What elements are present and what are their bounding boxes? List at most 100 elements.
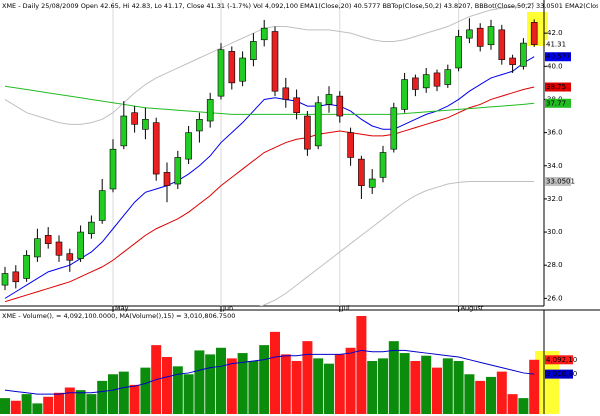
y-tick-label: 30.0: [547, 228, 563, 236]
volume-bar: [162, 357, 172, 414]
volume-bar: [356, 315, 367, 414]
candle-body: [379, 152, 387, 178]
candle-body: [530, 22, 538, 45]
x-tick-label: May: [115, 304, 129, 312]
candle-body: [239, 57, 246, 82]
candle-body: [282, 87, 290, 100]
indicator-line: [259, 181, 535, 306]
candle-body: [260, 27, 268, 41]
candle-body: [109, 148, 117, 190]
volume-bar: [475, 380, 486, 414]
volume-tag: [545, 355, 573, 365]
candle-body: [455, 36, 462, 69]
candle-body: [390, 107, 398, 150]
labels: XME - Daily 25/08/2009 Open 42.65, Hi 42…: [2, 2, 600, 379]
candle-body: [131, 112, 138, 125]
volume-tag: [545, 369, 573, 379]
indicator-line: [4, 86, 535, 303]
price-tag: [545, 40, 571, 50]
candle-body: [325, 94, 333, 105]
volume-bar: [10, 400, 21, 414]
candle-body: [347, 132, 354, 158]
candle-body: [152, 122, 160, 175]
candle-body: [12, 271, 20, 283]
candle-body: [185, 132, 192, 160]
volume-bar: [302, 341, 313, 414]
volume-bar: [54, 392, 64, 414]
indicator-line: [4, 2, 535, 125]
candle-body: [77, 231, 84, 259]
candle-body: [358, 158, 365, 186]
volume-bar: [75, 390, 86, 414]
price-panel: [1, 0, 538, 306]
volume-bar: [226, 358, 237, 414]
indicator-line: [4, 85, 535, 115]
candle-body: [498, 29, 506, 60]
volume-panel: [0, 315, 540, 414]
volume-bar: [237, 353, 248, 414]
volume-tag-label: 3,010,80: [546, 370, 577, 378]
candle-body: [98, 190, 106, 221]
candle-body: [412, 77, 419, 90]
candle-body: [34, 238, 41, 258]
price-tag: [545, 177, 571, 187]
indicator-line: [4, 56, 535, 299]
volume-bar: [291, 361, 302, 414]
candle-body: [476, 27, 484, 47]
volume-bar: [140, 367, 151, 414]
candle-body: [293, 97, 300, 114]
volume-bar: [345, 347, 356, 414]
candle-body: [368, 178, 376, 188]
volume-bar: [172, 366, 183, 414]
volume-bar: [216, 347, 226, 414]
y-tick-label: 28.0: [547, 261, 563, 269]
candle-body: [314, 102, 322, 147]
volume-bar: [205, 354, 216, 414]
volume-ma-line: [4, 349, 535, 395]
y-tick-label: 42.0: [547, 29, 563, 37]
candle-body: [509, 57, 516, 65]
candle-body: [217, 49, 225, 97]
candle-body: [120, 115, 128, 147]
volume-bar: [388, 341, 399, 414]
x-tick-label: Jul: [341, 304, 350, 312]
volume-bar: [32, 403, 43, 414]
volume-bar: [334, 354, 345, 414]
price-tag: [545, 98, 571, 108]
volume-bar: [399, 353, 410, 414]
volume-bar: [129, 384, 140, 414]
volume-bar: [324, 363, 334, 414]
price-tag-label: 33.0501: [546, 178, 575, 186]
candle-body: [66, 253, 74, 261]
y-tick-label: 36.0: [547, 129, 563, 137]
volume-bar: [432, 367, 442, 414]
price-tag: [545, 52, 571, 62]
candle-body: [422, 74, 430, 89]
volume-tag-label: 4,092,10: [546, 356, 577, 364]
volume-bar: [313, 358, 324, 414]
candle-body: [433, 72, 441, 87]
volume-bar: [518, 398, 529, 414]
candle-body: [174, 157, 182, 185]
price-tag-label: 37.77: [546, 99, 566, 107]
candle-body: [487, 26, 495, 46]
x-tick-label: August: [461, 304, 484, 312]
volume-bar: [464, 374, 475, 414]
volume-bar: [248, 361, 259, 414]
chart-title: XME - Daily 25/08/2009 Open 42.65, Hi 42…: [2, 2, 600, 10]
candle-body: [444, 69, 452, 85]
volume-bar: [183, 374, 194, 414]
candle-body: [228, 51, 236, 84]
candle-body: [55, 241, 63, 256]
volume-title: XME - Volume(), = 4,092,100.0000, MA(Vol…: [2, 312, 235, 320]
volume-bar: [64, 387, 75, 414]
candle-body: [88, 221, 95, 235]
volume-bar: [280, 354, 291, 414]
price-tag-label: 38.75: [546, 83, 566, 91]
volume-bar: [97, 380, 108, 414]
price-tag-label: 40.577: [546, 53, 571, 61]
candle-body: [196, 119, 203, 132]
volume-bar: [259, 345, 270, 414]
y-tick-label: 32.0: [547, 195, 563, 203]
